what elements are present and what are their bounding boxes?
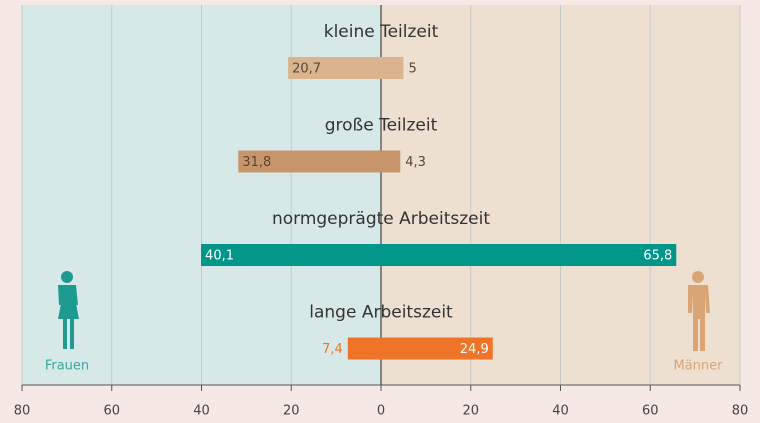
bar: [238, 150, 381, 173]
x-tick-label: 80: [732, 404, 749, 419]
man-icon: [688, 271, 710, 351]
category-label: lange Arbeitszeit: [309, 303, 453, 323]
value-label: 4,3: [405, 155, 426, 170]
x-tick-label: 60: [103, 404, 120, 419]
x-tick-label: 40: [193, 404, 210, 419]
bar: [347, 337, 381, 360]
value-label: 7,4: [322, 342, 343, 357]
bar: [381, 337, 493, 360]
bar: [288, 57, 381, 79]
x-tick-label: 20: [462, 404, 479, 419]
legend-label: Männer: [673, 359, 723, 374]
bar: [381, 150, 401, 173]
x-tick-label: 80: [14, 404, 31, 419]
value-label: 20,7: [292, 62, 321, 77]
value-label: 40,1: [205, 249, 234, 264]
legend-label: Frauen: [45, 359, 89, 374]
value-label: 31,8: [242, 155, 271, 170]
x-tick-label: 40: [552, 404, 569, 419]
category-label: große Teilzeit: [325, 116, 438, 136]
category-label: kleine Teilzeit: [324, 22, 439, 42]
value-label: 5: [408, 62, 416, 77]
value-label: 24,9: [460, 342, 489, 357]
x-tick-label: 60: [642, 404, 659, 419]
x-tick-label: 0: [377, 404, 385, 419]
bar: [381, 244, 677, 266]
category-label: normgeprägte Arbeitszeit: [272, 209, 490, 229]
x-tick-label: 20: [283, 404, 300, 419]
woman-icon: [58, 271, 79, 349]
value-label: 65,8: [643, 249, 672, 264]
bar: [381, 57, 404, 79]
bar: [201, 244, 381, 266]
